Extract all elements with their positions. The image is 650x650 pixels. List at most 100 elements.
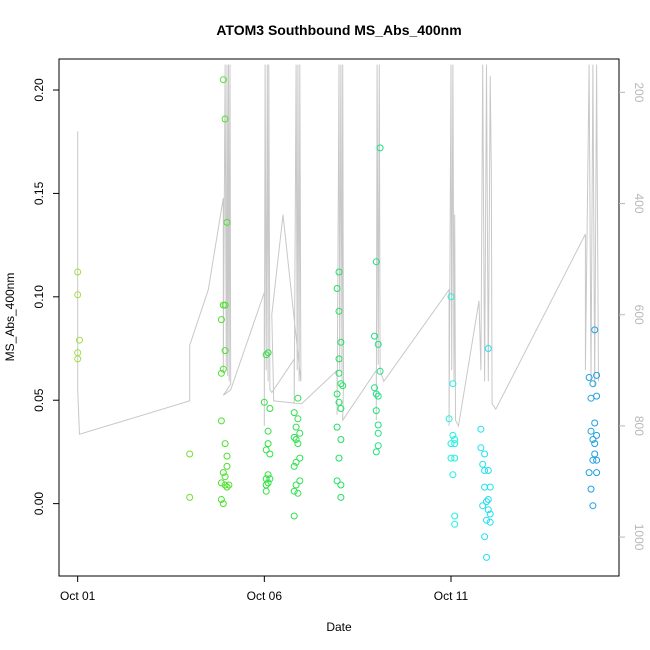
data-point-2-7 — [219, 365, 227, 373]
data-point-8-4 — [479, 460, 487, 468]
data-point-3-3 — [266, 405, 274, 412]
data-point-9-8 — [593, 431, 601, 439]
data-point-7-11 — [451, 520, 459, 528]
x-tick-label-0: Oct 01 — [60, 589, 96, 603]
data-point-8-1 — [477, 425, 485, 433]
data-point-8-14 — [483, 516, 490, 524]
data-point-9-6 — [591, 419, 599, 427]
data-point-4-12 — [292, 481, 300, 489]
points-layer — [74, 76, 601, 561]
data-point-4-2 — [294, 415, 302, 423]
data-point-2-5 — [217, 316, 225, 324]
data-point-5-11 — [333, 423, 341, 431]
data-point-2-1 — [221, 115, 229, 123]
data-point-7-8 — [451, 454, 459, 462]
data-point-3-4 — [264, 427, 272, 435]
data-point-5-14 — [333, 477, 341, 485]
data-point-5-4 — [335, 355, 343, 363]
data-point-9-7 — [587, 427, 595, 435]
data-point-3-6 — [264, 440, 272, 448]
y-tick-label-4: 0.20 — [32, 78, 46, 102]
y2-tick-label-1: 400 — [632, 193, 646, 213]
data-point-3-8 — [264, 471, 272, 479]
y2-tick-label-0: 200 — [632, 82, 646, 102]
x-tick-label-1: Oct 06 — [247, 589, 283, 603]
data-point-4-13 — [290, 487, 298, 495]
data-point-5-10 — [337, 405, 345, 412]
data-point-6-10 — [374, 429, 382, 437]
data-point-7-2 — [445, 415, 453, 423]
data-point-5-12 — [337, 436, 345, 443]
data-point-0-0 — [74, 268, 82, 276]
y-axis: 0.00 0.05 0.10 0.15 0.20 — [32, 78, 59, 515]
data-point-6-4 — [376, 367, 384, 375]
data-point-2-15 — [217, 479, 225, 487]
x-tick-label-2: Oct 11 — [434, 589, 469, 603]
data-point-3-13 — [262, 487, 270, 495]
profile-line — [77, 64, 599, 435]
data-point-9-14 — [585, 469, 593, 477]
plot-box — [58, 58, 620, 577]
data-point-2-16 — [223, 483, 231, 491]
data-point-0-1 — [74, 291, 82, 299]
data-point-2-9 — [217, 417, 225, 425]
data-point-4-15 — [290, 512, 298, 520]
data-point-8-16 — [481, 533, 489, 541]
data-point-5-8 — [333, 390, 341, 398]
data-point-3-12 — [264, 479, 272, 487]
data-point-3-1 — [262, 351, 270, 359]
data-point-2-12 — [223, 462, 231, 470]
data-point-4-0 — [294, 394, 302, 402]
data-point-8-9 — [483, 498, 490, 506]
y-tick-label-0: 0.00 — [32, 492, 46, 516]
y2-axis: 200 400 600 800 1000 — [619, 82, 646, 551]
data-point-8-2 — [477, 444, 485, 452]
data-point-4-6 — [292, 436, 300, 443]
data-point-7-6 — [451, 440, 459, 448]
data-point-5-0 — [335, 268, 343, 276]
data-point-7-0 — [447, 293, 455, 301]
data-point-2-19 — [217, 496, 225, 503]
data-point-5-7 — [339, 382, 347, 390]
profile-line-layer — [77, 64, 599, 435]
data-point-3-2 — [260, 398, 268, 406]
chart-title: ATOM3 Southbound MS_Abs_400nm — [216, 22, 461, 38]
data-point-2-10 — [221, 440, 229, 448]
data-point-5-1 — [333, 285, 341, 292]
data-point-6-9 — [374, 421, 382, 429]
data-point-8-12 — [484, 506, 492, 514]
data-point-7-1 — [449, 380, 457, 388]
data-point-2-14 — [221, 473, 229, 481]
data-point-9-15 — [593, 469, 601, 477]
data-point-7-9 — [449, 471, 457, 479]
data-point-9-3 — [593, 371, 601, 379]
data-point-9-0 — [591, 326, 599, 334]
y2-tick-label-4: 1000 — [632, 524, 646, 551]
data-point-8-10 — [484, 496, 492, 503]
data-point-5-6 — [337, 380, 345, 388]
data-point-7-5 — [447, 440, 455, 448]
y-tick-label-2: 0.10 — [32, 285, 46, 309]
data-point-2-13 — [219, 469, 227, 477]
data-point-2-11 — [223, 452, 231, 460]
data-point-6-5 — [371, 384, 378, 392]
data-point-6-2 — [371, 332, 378, 340]
data-point-4-8 — [296, 454, 304, 462]
data-point-2-18 — [221, 481, 229, 489]
data-point-2-6 — [221, 347, 229, 355]
data-point-8-0 — [484, 345, 492, 352]
data-point-5-15 — [337, 481, 345, 489]
data-point-7-7 — [447, 454, 455, 462]
data-point-9-16 — [587, 485, 595, 493]
data-point-3-0 — [264, 349, 272, 357]
data-point-7-4 — [451, 436, 459, 443]
data-point-9-10 — [591, 440, 599, 448]
y2-tick-label-2: 600 — [632, 305, 646, 325]
data-point-5-5 — [335, 369, 343, 377]
data-point-3-7 — [266, 450, 274, 458]
data-point-2-4 — [221, 301, 229, 309]
data-point-4-3 — [296, 429, 304, 437]
data-point-4-1 — [290, 409, 298, 417]
data-point-0-2 — [76, 336, 83, 344]
